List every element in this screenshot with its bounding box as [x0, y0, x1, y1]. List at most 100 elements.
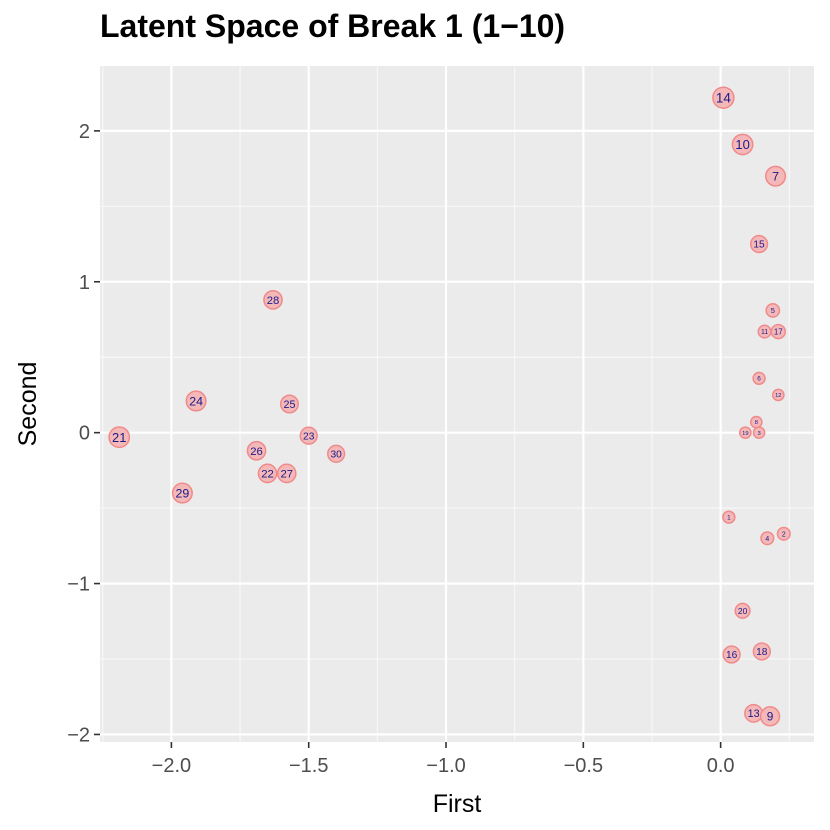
data-point-1: 1 — [722, 510, 736, 524]
y-tick-label: 2 — [79, 121, 90, 143]
point-label: 27 — [280, 468, 293, 480]
x-tick-label: −2.0 — [152, 755, 191, 777]
point-label: 30 — [330, 449, 342, 460]
point-marker — [752, 371, 766, 386]
point-label: 18 — [756, 647, 768, 658]
point-marker — [108, 426, 131, 449]
point-label: 17 — [774, 327, 783, 336]
y-tick-label: 0 — [79, 423, 90, 445]
point-marker — [752, 426, 766, 440]
data-point-15: 15 — [749, 234, 769, 254]
data-point-6: 6 — [752, 371, 766, 386]
axes: −2.0 −1.5 −1.0 −0.5 0.0 −2 −1 0 1 2 — [67, 121, 734, 777]
point-marker — [327, 444, 346, 463]
point-label: 13 — [748, 708, 760, 720]
point-label: 9 — [767, 710, 774, 724]
point-label: 11 — [761, 329, 768, 336]
point-label: 26 — [250, 446, 263, 458]
point-label: 19 — [742, 431, 748, 437]
data-point-19: 19 — [738, 426, 752, 440]
major-gridlines — [100, 66, 814, 742]
data-point-30: 30 — [327, 444, 346, 463]
point-marker — [276, 463, 297, 484]
data-point-4: 4 — [760, 531, 775, 546]
point-marker — [765, 303, 781, 318]
point-marker — [770, 323, 787, 340]
y-tick-label: −1 — [67, 574, 90, 596]
data-point-29: 29 — [171, 482, 193, 504]
data-point-26: 26 — [246, 440, 267, 461]
point-label: 5 — [771, 306, 775, 315]
point-marker — [257, 463, 278, 484]
point-label: 6 — [757, 376, 761, 383]
point-label: 16 — [726, 650, 738, 661]
point-label: 15 — [753, 240, 765, 251]
point-label: 21 — [112, 430, 126, 445]
point-label: 25 — [284, 399, 296, 411]
point-label: 12 — [775, 393, 781, 399]
x-tick-label: −0.5 — [564, 755, 603, 777]
point-marker — [722, 510, 736, 524]
data-point-21: 21 — [108, 426, 131, 449]
data-point-23: 23 — [299, 426, 318, 445]
data-point-13: 13 — [744, 703, 764, 723]
point-marker — [765, 165, 787, 187]
data-point-3: 3 — [752, 426, 766, 440]
point-label: 1 — [727, 514, 731, 521]
point-label: 14 — [716, 91, 732, 106]
point-label: 2 — [782, 531, 786, 538]
point-marker — [263, 290, 283, 310]
data-point-20: 20 — [734, 602, 751, 619]
y-tick-label: 1 — [79, 272, 90, 294]
data-point-22: 22 — [257, 463, 278, 484]
point-label: 10 — [735, 137, 749, 152]
data-point-16: 16 — [722, 645, 741, 664]
point-marker — [246, 440, 267, 461]
point-marker — [731, 133, 754, 156]
chart-title: Latent Space of Break 1 (1−10) — [100, 8, 566, 44]
point-marker — [712, 86, 735, 109]
point-marker — [299, 426, 318, 445]
data-point-14: 14 — [712, 86, 735, 109]
data-point-17: 17 — [770, 323, 787, 340]
data-point-24: 24 — [185, 390, 207, 412]
plot-panel — [100, 66, 814, 742]
x-axis-title: First — [433, 790, 482, 818]
point-label: 24 — [189, 394, 203, 408]
point-label: 7 — [772, 170, 779, 184]
data-point-12: 12 — [771, 388, 785, 402]
y-axis-title: Second — [14, 362, 42, 447]
point-marker — [771, 388, 785, 402]
point-marker — [752, 642, 771, 661]
point-label: 4 — [765, 536, 769, 543]
data-point-5: 5 — [765, 303, 781, 318]
point-marker — [776, 526, 791, 541]
point-label: 22 — [261, 468, 274, 480]
point-label: 20 — [738, 606, 748, 616]
point-label: 28 — [267, 295, 280, 307]
point-marker — [171, 482, 193, 504]
point-marker — [734, 602, 751, 619]
point-marker — [722, 645, 741, 664]
data-point-7: 7 — [765, 165, 787, 187]
data-point-10: 10 — [731, 133, 754, 156]
point-marker — [185, 390, 207, 412]
data-point-25: 25 — [279, 394, 299, 414]
data-point-28: 28 — [263, 290, 283, 310]
point-marker — [760, 531, 775, 546]
data-point-2: 2 — [776, 526, 791, 541]
point-label: 23 — [303, 431, 315, 442]
data-point-9: 9 — [759, 706, 781, 727]
data-point-18: 18 — [752, 642, 771, 661]
point-marker — [279, 394, 299, 414]
point-marker — [738, 426, 752, 440]
minor-gridlines — [100, 66, 814, 742]
x-tick-label: −1.5 — [289, 755, 328, 777]
point-label: 3 — [757, 431, 760, 437]
data-point-27: 27 — [276, 463, 297, 484]
point-label: 8 — [755, 420, 758, 426]
y-tick-label: −2 — [67, 724, 90, 746]
x-tick-label: 0.0 — [707, 755, 735, 777]
